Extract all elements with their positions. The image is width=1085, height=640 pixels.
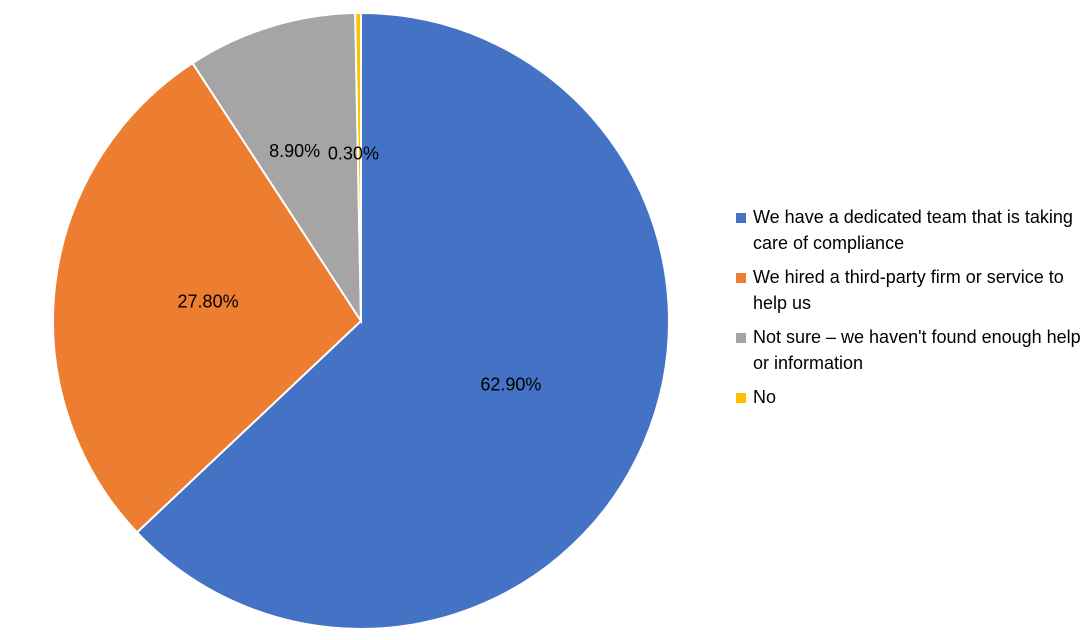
data-label-not-sure: 8.90% bbox=[269, 141, 320, 161]
legend-item-third-party: We hired a third-party firm or service t… bbox=[736, 264, 1081, 316]
data-label-dedicated-team: 62.90% bbox=[480, 374, 541, 394]
legend-label: We hired a third-party firm or service t… bbox=[753, 267, 1064, 313]
legend-item-dedicated-team: We have a dedicated team that is taking … bbox=[736, 204, 1081, 256]
pie-slice-dedicated-team bbox=[135, 11, 670, 630]
legend: We have a dedicated team that is taking … bbox=[736, 204, 1081, 418]
legend-label: No bbox=[753, 387, 777, 407]
pie-slice-not-sure bbox=[191, 12, 363, 325]
pie-slice-third-party bbox=[52, 61, 363, 534]
pie-slice-no bbox=[354, 11, 362, 322]
legend-item-not-sure: Not sure – we haven't found enough help … bbox=[736, 324, 1081, 376]
legend-label: We have a dedicated team that is taking … bbox=[753, 207, 1073, 253]
legend-swatch-yellow bbox=[736, 393, 746, 403]
legend-swatch-blue bbox=[736, 213, 746, 223]
data-label-no: 0.30% bbox=[328, 143, 379, 163]
legend-swatch-gray bbox=[736, 333, 746, 343]
data-label-third-party: 27.80% bbox=[178, 292, 239, 312]
legend-swatch-orange bbox=[736, 273, 746, 283]
legend-label: Not sure – we haven't found enough help … bbox=[753, 327, 1081, 373]
legend-item-no: No bbox=[736, 384, 1081, 410]
